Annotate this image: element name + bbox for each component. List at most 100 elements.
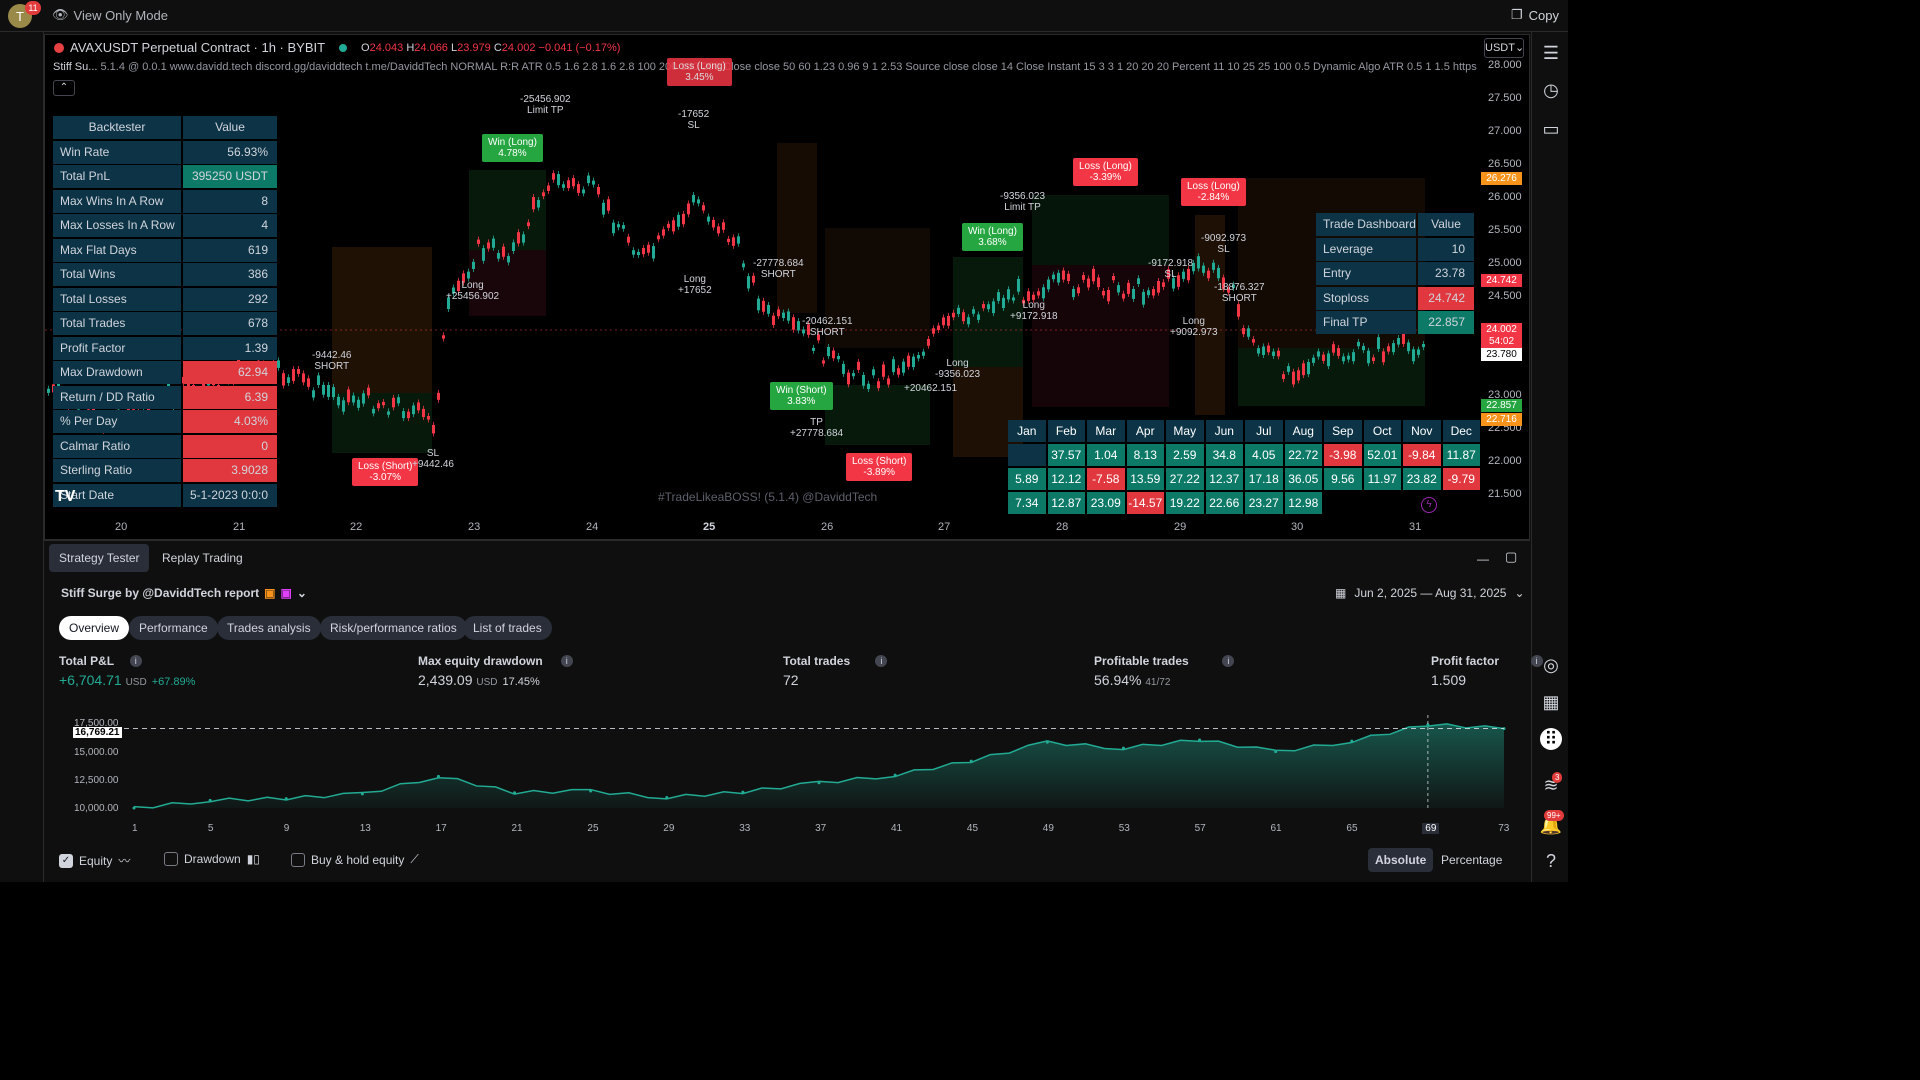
percentage-toggle[interactable]: Percentage <box>1441 853 1503 867</box>
copy-icon: ❐ <box>1510 7 1523 22</box>
price-badge: 24.742 <box>1481 274 1522 287</box>
view-only-indicator: 👁 View Only Mode <box>52 7 168 23</box>
absolute-toggle[interactable]: Absolute <box>1368 848 1434 872</box>
candle-body <box>357 399 360 408</box>
apps-icon[interactable]: ⠿ <box>1540 728 1562 750</box>
tradingview-logo[interactable]: TV <box>55 488 76 505</box>
price-tick: 25.500 <box>1488 224 1522 236</box>
buy-hold-checkbox[interactable]: Buy & hold equity ⟋ <box>291 852 419 867</box>
month-cell: 9.56 <box>1324 468 1362 490</box>
equity-area <box>134 723 1504 808</box>
tab-replay-trading[interactable]: Replay Trading <box>162 551 243 565</box>
candle-body <box>452 287 455 294</box>
candle-body <box>502 246 505 257</box>
alert-clock-icon[interactable]: ◷ <box>1543 79 1559 100</box>
subtab-list-of-trades[interactable]: List of trades <box>463 616 552 640</box>
candle-body <box>747 276 750 289</box>
top-bar <box>0 0 1568 32</box>
month-cell: 37.57 <box>1047 444 1085 466</box>
subtab-risk-performance-ratios[interactable]: Risk/performance ratios <box>320 616 467 640</box>
time-tick: 26 <box>821 521 834 533</box>
collapse-legend-button[interactable]: ⌃ <box>53 80 75 96</box>
chart-note: -20462.151 SHORT <box>802 316 853 338</box>
month-cell: -14.57 <box>1126 492 1164 514</box>
info-icon[interactable]: i <box>1530 655 1543 667</box>
candle-body <box>1102 290 1105 296</box>
equity-x-tick: 41 <box>891 823 903 834</box>
candle-body <box>1072 288 1075 298</box>
candle-body <box>742 263 745 268</box>
target-icon[interactable]: ◎ <box>1543 654 1559 675</box>
candle-body <box>1147 290 1150 296</box>
candle-body <box>912 356 915 368</box>
candle-body <box>1137 278 1140 285</box>
minimize-icon[interactable]: — <box>1477 552 1489 566</box>
subtab-overview[interactable]: Overview <box>59 616 130 640</box>
month-header: Apr <box>1126 420 1164 442</box>
metric-value: 56.94% 41/72 <box>1094 672 1170 688</box>
equity-checkbox[interactable]: ✓ Equity 〰 <box>59 852 130 869</box>
table-row-value: 3.9028 <box>183 459 277 482</box>
candle-body <box>1342 356 1345 362</box>
symbol-logo-icon <box>54 42 64 53</box>
info-icon[interactable]: i <box>560 655 573 667</box>
equity-x-tick: 65 <box>1346 823 1358 834</box>
candle-body <box>687 203 690 215</box>
table-row-label: Stoploss <box>1316 286 1416 310</box>
calendar-icon[interactable]: ▦ <box>1542 691 1560 712</box>
chart-note: +20462.151 <box>904 383 957 394</box>
lightning-icon[interactable]: ϟ <box>1421 497 1437 513</box>
tab-strategy-tester[interactable]: Strategy Tester <box>49 544 150 572</box>
candle-body <box>1362 345 1365 351</box>
price-tick: 26.000 <box>1488 191 1522 203</box>
candle-body <box>917 355 920 359</box>
metric-unit: USD <box>125 677 147 688</box>
study-legend[interactable]: Stiff Su... 5.1.4 @ 0.0.1 www.davidd.tec… <box>53 61 1477 73</box>
equity-chart[interactable] <box>44 700 1530 840</box>
info-icon[interactable]: i <box>1222 655 1235 667</box>
candle-body <box>542 192 545 197</box>
note-line: Long <box>946 358 969 369</box>
price-chart[interactable] <box>45 35 1475 515</box>
candle-body <box>1352 352 1355 362</box>
candle-body <box>1027 291 1030 301</box>
candle-body <box>692 195 695 203</box>
candle-body <box>907 355 910 367</box>
candle-body <box>377 403 380 409</box>
help-icon[interactable]: ? <box>1545 850 1556 871</box>
candle-body <box>1302 363 1305 376</box>
maximize-icon[interactable]: ▢ <box>1505 549 1518 564</box>
time-tick: 25 <box>703 521 716 533</box>
candle-body <box>587 175 590 184</box>
info-icon[interactable]: i <box>875 655 888 667</box>
month-cell: 12.12 <box>1047 468 1085 490</box>
currency-selector[interactable]: USDT⌄ <box>1484 38 1524 58</box>
date-range-selector[interactable]: ▦ Jun 2, 2025 — Aug 31, 2025 ⌄ <box>1335 586 1525 600</box>
report-title[interactable]: Stiff Surge by @DaviddTech report ▣ ▣ ⌄ <box>61 586 307 600</box>
table-row-value: 8 <box>183 189 277 213</box>
price-tick: 25.000 <box>1488 257 1522 269</box>
table-row-label: Max Flat Days <box>53 238 181 262</box>
high-label: H <box>406 41 415 54</box>
candle-body <box>962 312 965 322</box>
trade-label-pct: -3.89% <box>863 467 896 478</box>
note-line: -27778.684 <box>753 258 804 269</box>
table-row-label: Max Drawdown <box>53 361 181 384</box>
subtab-trades-analysis[interactable]: Trades analysis <box>217 616 321 640</box>
candle-body <box>637 251 640 256</box>
chat-icon[interactable]: ▭ <box>1542 118 1560 139</box>
checkbox-checked-icon: ✓ <box>59 853 73 868</box>
chart-note: Long +25456.902 <box>446 280 499 302</box>
drawdown-checkbox[interactable]: Drawdown ▮▯ <box>164 852 260 866</box>
candle-body <box>1202 265 1205 273</box>
note-line: +9442.46 <box>412 459 454 470</box>
metric-value: +6,704.71 USD +67.89% <box>59 672 195 688</box>
candle-body <box>1292 371 1295 385</box>
info-icon[interactable]: i <box>129 655 142 667</box>
trade-label-text: Loss (Long) <box>673 61 726 72</box>
copy-button[interactable]: ❐ Copy <box>1511 7 1559 23</box>
time-tick: 24 <box>586 521 599 533</box>
subtab-performance[interactable]: Performance <box>129 616 218 640</box>
candle-body <box>632 250 635 255</box>
watchlist-icon[interactable]: ☰ <box>1542 42 1560 63</box>
